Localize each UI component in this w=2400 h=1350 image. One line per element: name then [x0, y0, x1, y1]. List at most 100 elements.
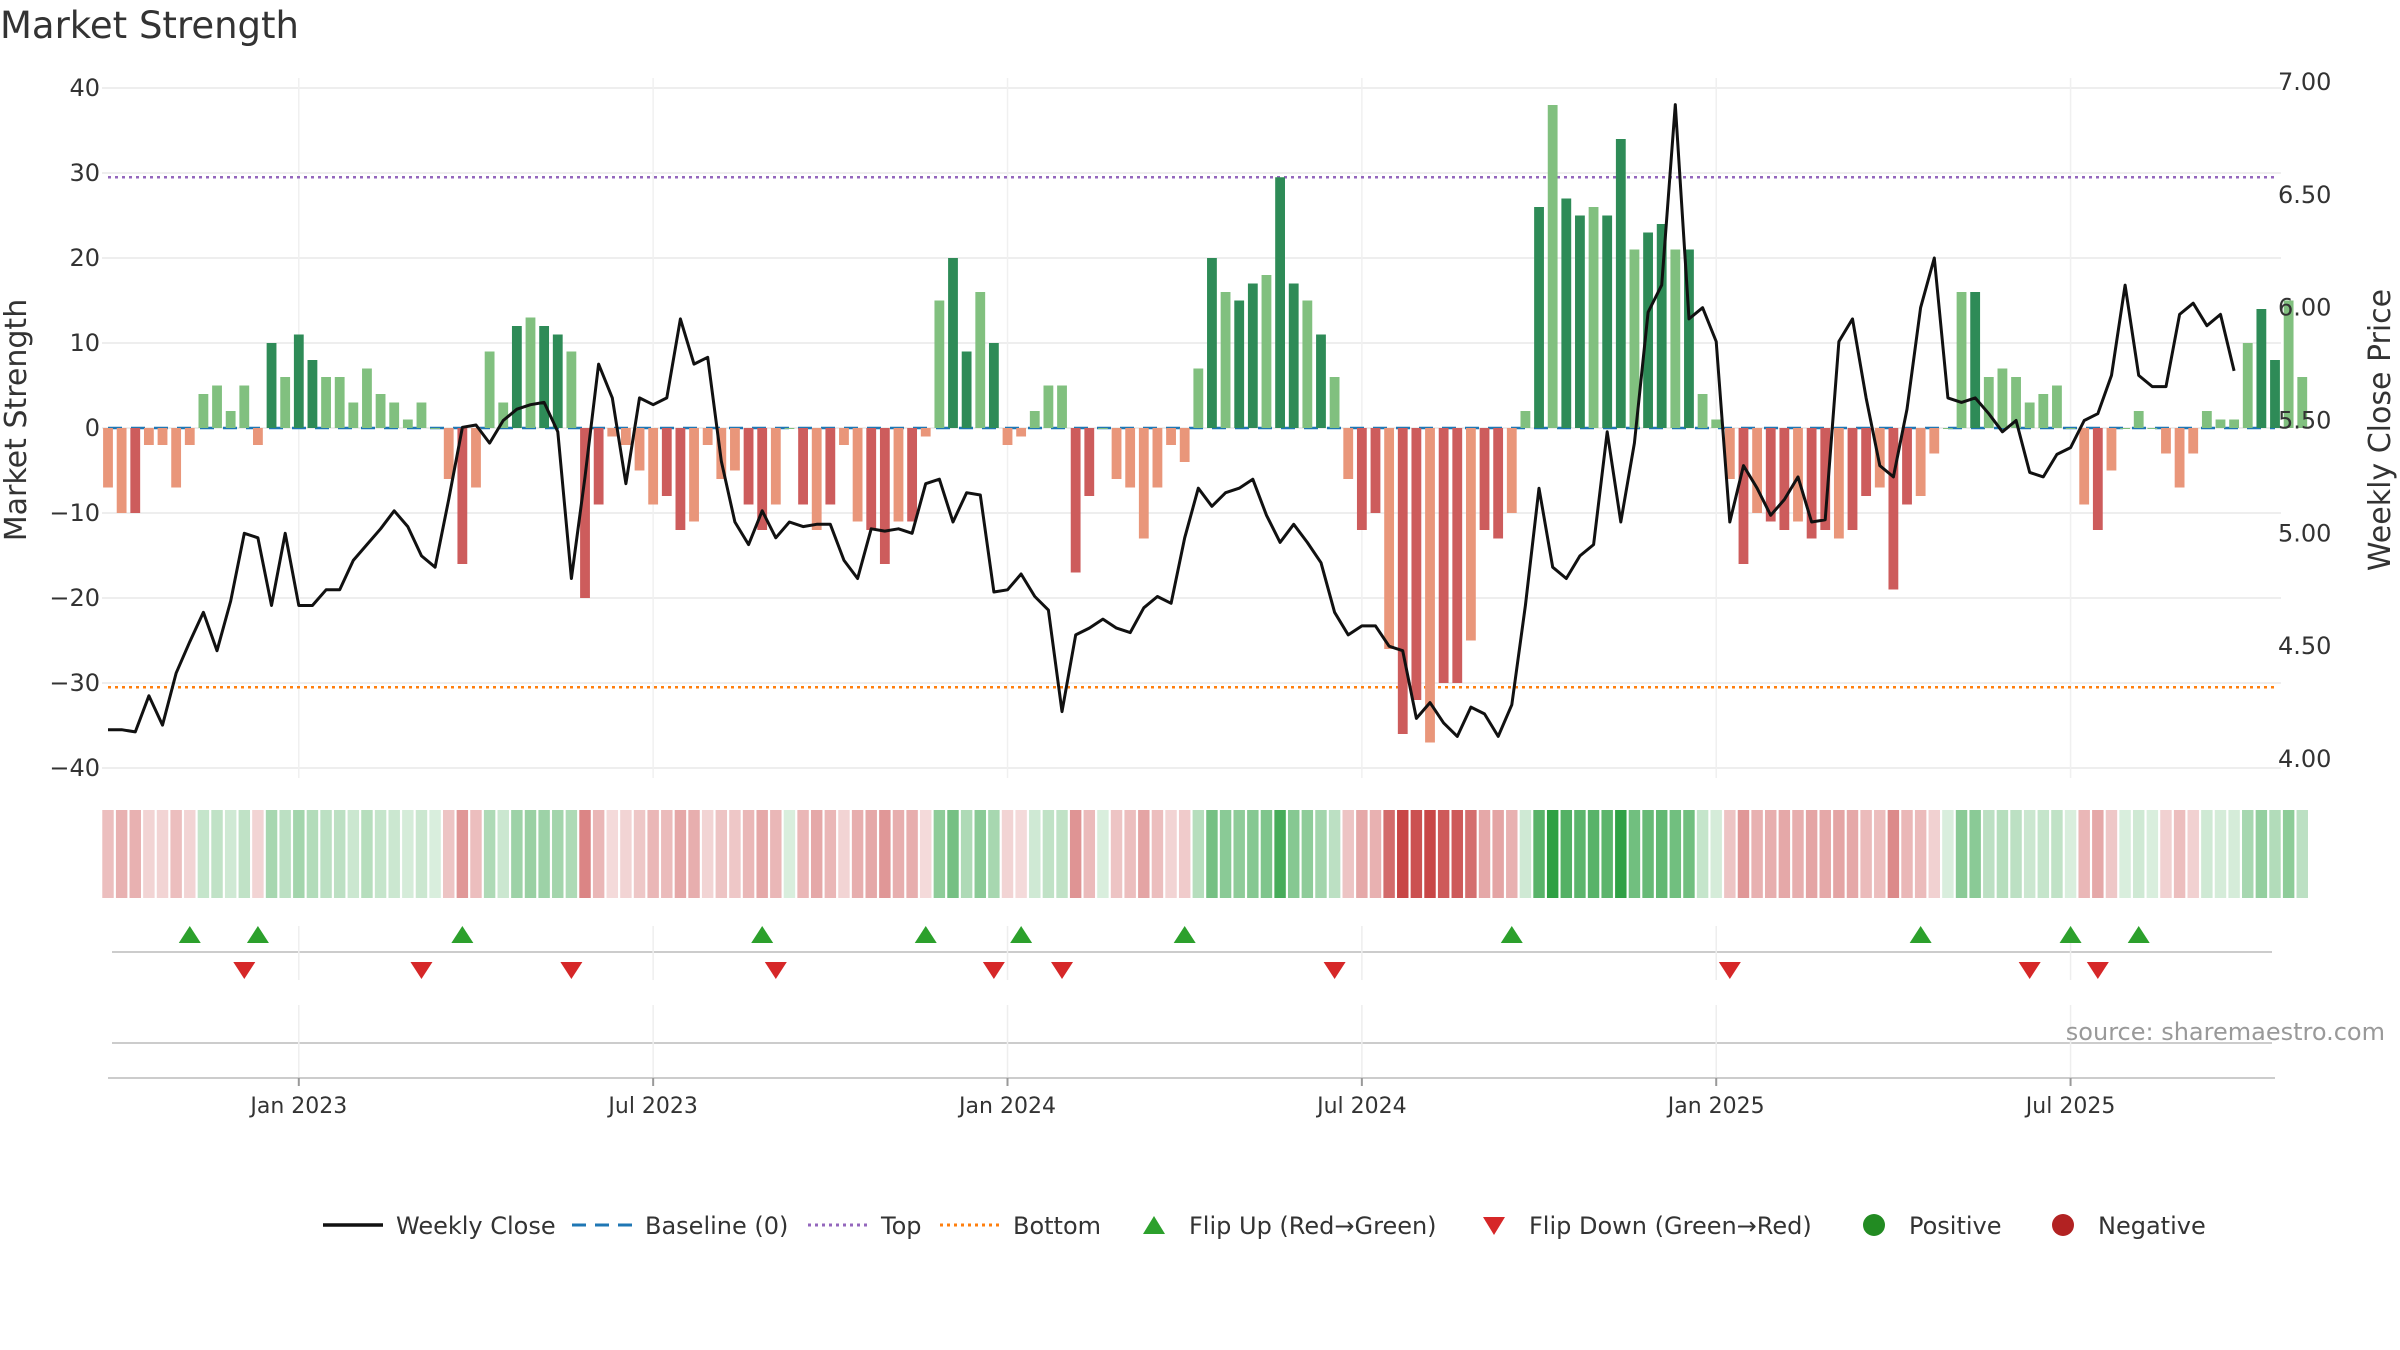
y-tick-label: −20 [49, 584, 100, 612]
heat-cell [810, 810, 823, 898]
y-tick-label: 30 [69, 159, 100, 187]
strength-bar [1697, 394, 1708, 428]
strength-bar [2283, 300, 2294, 428]
heat-cell [1451, 810, 1463, 898]
strength-bar [1970, 292, 1981, 428]
strength-bar [2270, 360, 2280, 428]
heat-cell [1397, 810, 1409, 898]
heat-cell [2146, 810, 2159, 898]
heat-cell [2064, 810, 2077, 898]
legend-label: Top [880, 1212, 922, 1240]
legend: Weekly Close Baseline (0) Top Bottom Flip Up… [323, 1212, 2206, 1240]
strength-bar [702, 428, 713, 445]
heat-cell [879, 810, 891, 898]
strength-bar [1956, 292, 1967, 428]
heat-cell [906, 810, 918, 898]
heat-cell [2051, 810, 2063, 898]
strength-bar [2215, 419, 2226, 428]
flip-down-marker [410, 962, 433, 979]
heat-cell [1655, 810, 1668, 898]
strength-bar [1806, 428, 1817, 539]
heat-cell [565, 810, 578, 898]
heat-cell [2269, 810, 2281, 898]
strength-bar [1929, 428, 1940, 454]
heat-cell [1138, 810, 1150, 898]
strength-bar [498, 402, 509, 428]
heat-cell [1506, 810, 1518, 898]
heat-cell [2255, 810, 2268, 898]
heat-cell [1260, 810, 1273, 898]
heat-cell [156, 810, 169, 898]
strength-bar [798, 428, 808, 505]
heat-cell [2214, 810, 2227, 898]
strength-bar [866, 428, 877, 530]
strength-bar [1520, 411, 1531, 428]
strength-bar [1588, 207, 1599, 428]
strength-bar [1861, 428, 1872, 496]
strength-bar [1397, 428, 1408, 734]
strength-bar [920, 428, 931, 437]
strength-bar [143, 428, 154, 445]
strength-bar [1942, 428, 1953, 429]
heat-cell [1001, 810, 1014, 898]
heat-cell [1056, 810, 1068, 898]
heat-cell [1519, 810, 1532, 898]
strength-bar [1261, 275, 1272, 428]
strength-bar [2297, 377, 2308, 428]
y2-tick-label: 7.00 [2278, 68, 2331, 96]
strength-bar [2188, 428, 2199, 454]
strength-bar [293, 334, 304, 428]
heat-cell [361, 810, 373, 898]
heat-cell [1887, 810, 1900, 898]
strength-bar [580, 428, 590, 598]
strength-bar [375, 394, 386, 428]
heat-cell [1015, 810, 1027, 898]
heat-cell [1546, 810, 1559, 898]
heat-cell [1383, 810, 1395, 898]
flip-up-marker [451, 926, 474, 943]
strength-bar [730, 428, 740, 471]
heat-cell [211, 810, 223, 898]
strength-bar [1711, 419, 1722, 428]
weekly-close-line [108, 103, 2236, 738]
strength-bar [1057, 385, 1067, 428]
legend-swatch-triangle-down [1483, 1217, 1505, 1235]
heat-cell [415, 810, 428, 898]
heat-cell [238, 810, 251, 898]
flip-up-marker [1909, 926, 1932, 943]
strength-bar [348, 402, 359, 428]
strength-bar [1370, 428, 1381, 513]
heat-cell [2228, 810, 2240, 898]
heat-cell [1533, 810, 1545, 898]
heat-cell [1942, 810, 1954, 898]
heat-cell [1206, 810, 1218, 898]
heat-cell [1301, 810, 1314, 898]
heat-cell [1178, 810, 1191, 898]
heat-cell [865, 810, 877, 898]
strength-bar [757, 428, 768, 530]
strength-bar [1288, 283, 1299, 428]
legend-swatch-dot [2052, 1214, 2074, 1236]
legend-item: Positive [1863, 1212, 2002, 1240]
heat-cell [606, 810, 618, 898]
strength-bar [1820, 428, 1831, 530]
legend-item: Negative [2052, 1212, 2206, 1240]
weekly-close-path [108, 103, 2236, 738]
empty-panel [112, 1005, 2272, 1078]
heat-cell [2173, 810, 2186, 898]
heat-cell [1833, 810, 1845, 898]
heat-cell [756, 810, 768, 898]
legend-item: Bottom [940, 1212, 1101, 1240]
strength-bar [934, 300, 945, 428]
y-tick-label: 20 [69, 244, 100, 272]
heat-cell [947, 810, 959, 898]
strength-bar [2052, 385, 2062, 428]
strength-bar [2079, 428, 2090, 505]
strength-bar [893, 428, 904, 522]
strength-bar [2120, 428, 2130, 429]
heat-cell [129, 810, 141, 898]
strength-bar [2092, 428, 2103, 530]
strength-bar [239, 385, 250, 428]
heat-cell [701, 810, 714, 898]
